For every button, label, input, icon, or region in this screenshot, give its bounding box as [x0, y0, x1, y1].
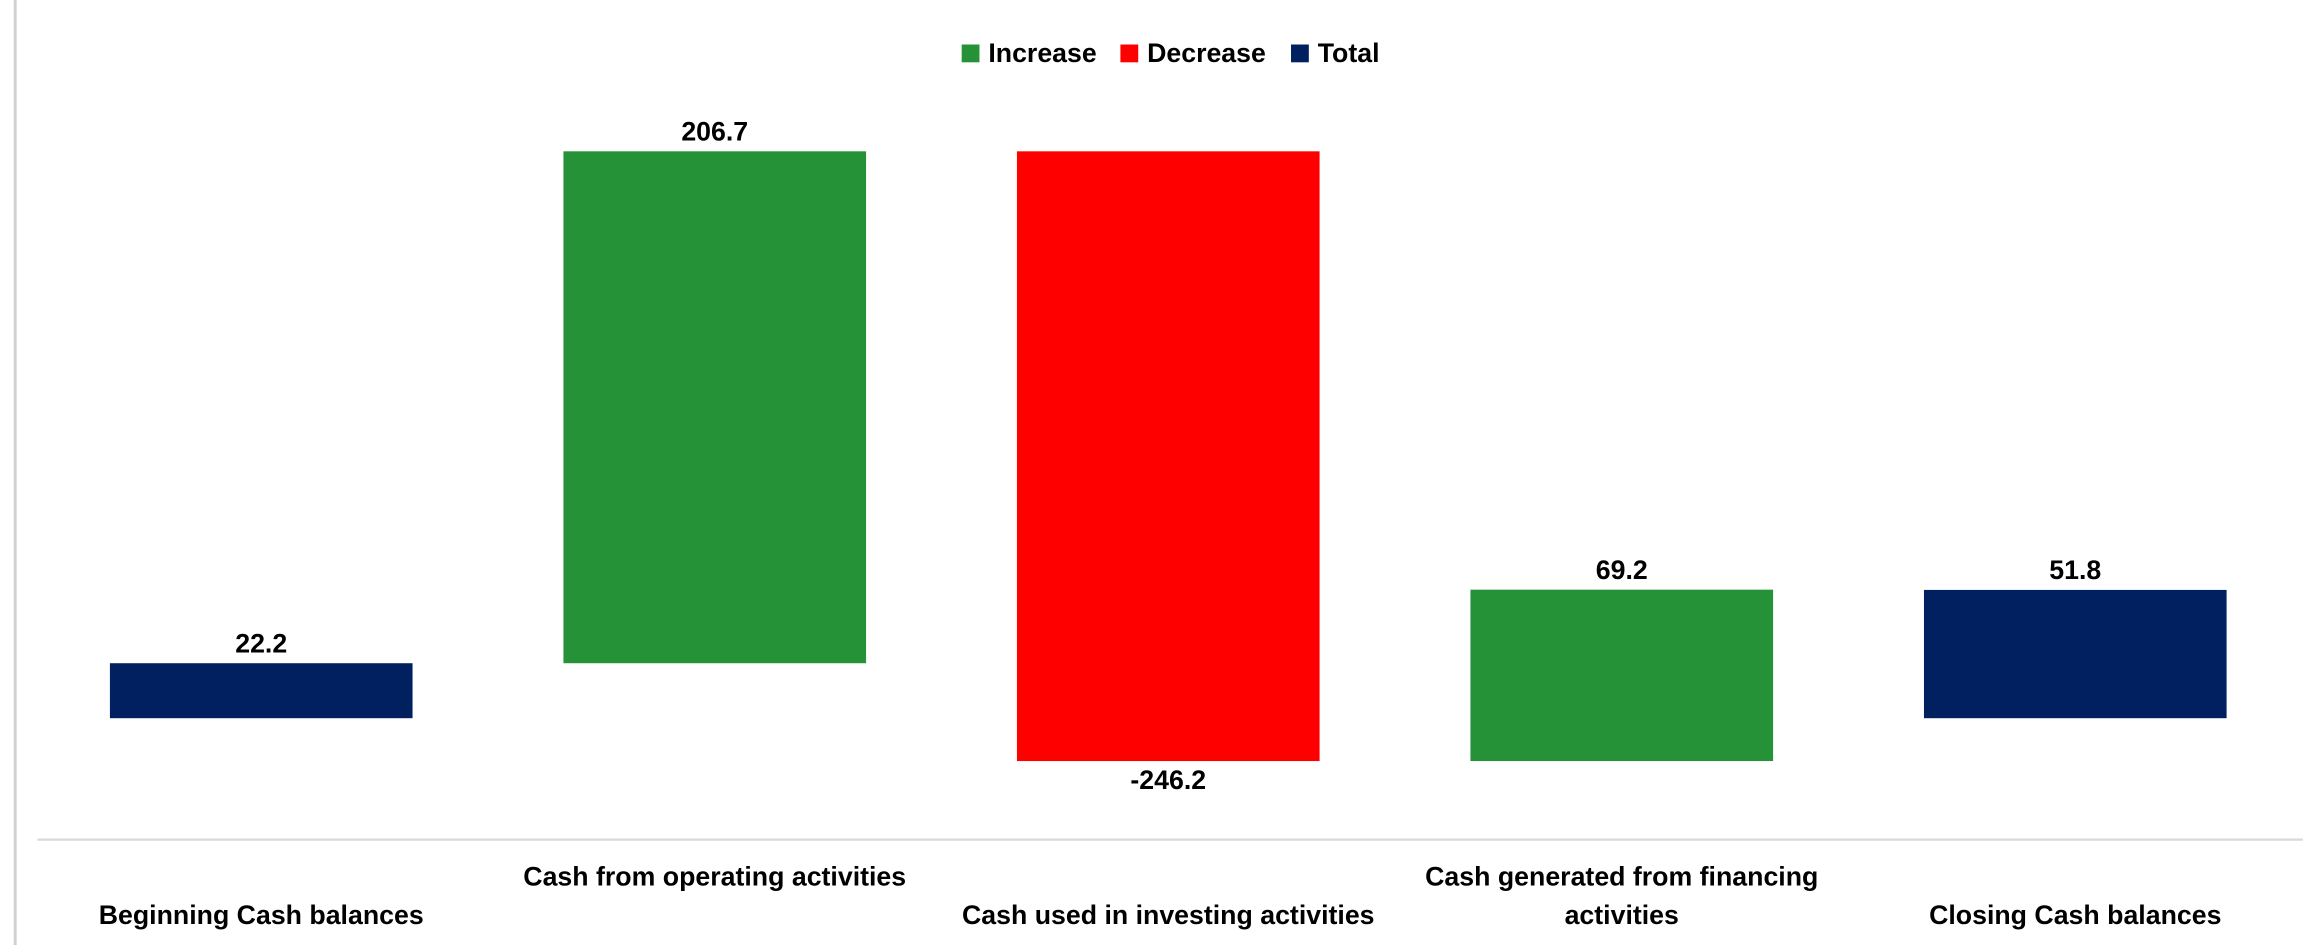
- data-label: 22.2: [235, 628, 287, 658]
- bar: [109, 663, 413, 719]
- legend-label: Total: [1318, 38, 1380, 68]
- legend-swatch: [961, 44, 980, 63]
- data-label: 51.8: [2049, 555, 2101, 585]
- data-label: -246.2: [1130, 765, 1206, 795]
- x-tick-label-box: Closing Cash balances: [1929, 900, 2222, 931]
- legend-label: Increase: [988, 38, 1096, 68]
- data-label: 206.7: [681, 117, 748, 147]
- legend-swatch: [1120, 44, 1139, 63]
- x-tick-label-box: Cash used in investing activities: [961, 900, 1375, 931]
- bar: [1016, 151, 1320, 762]
- bar: [563, 151, 867, 664]
- x-tick-label: Cash used in investing activities: [961, 900, 1375, 931]
- bar: [1470, 589, 1774, 762]
- bar: [1923, 589, 2227, 719]
- x-tick-label: Beginning Cash balances: [98, 900, 424, 931]
- x-tick-label: Closing Cash balances: [1929, 900, 2222, 931]
- legend-swatch: [1291, 44, 1309, 63]
- data-label: 69.2: [1596, 555, 1648, 585]
- x-tick-label-box: Beginning Cash balances: [98, 900, 424, 931]
- x-tick-label: Cash generated from financing activities: [1425, 861, 1819, 931]
- x-tick-label-box: Cash generated from financing activities: [1425, 861, 1819, 931]
- x-tick-label: Cash from operating activities: [523, 861, 907, 892]
- x-tick-label-box: Cash from operating activities: [523, 861, 907, 892]
- legend-label: Decrease: [1147, 38, 1266, 68]
